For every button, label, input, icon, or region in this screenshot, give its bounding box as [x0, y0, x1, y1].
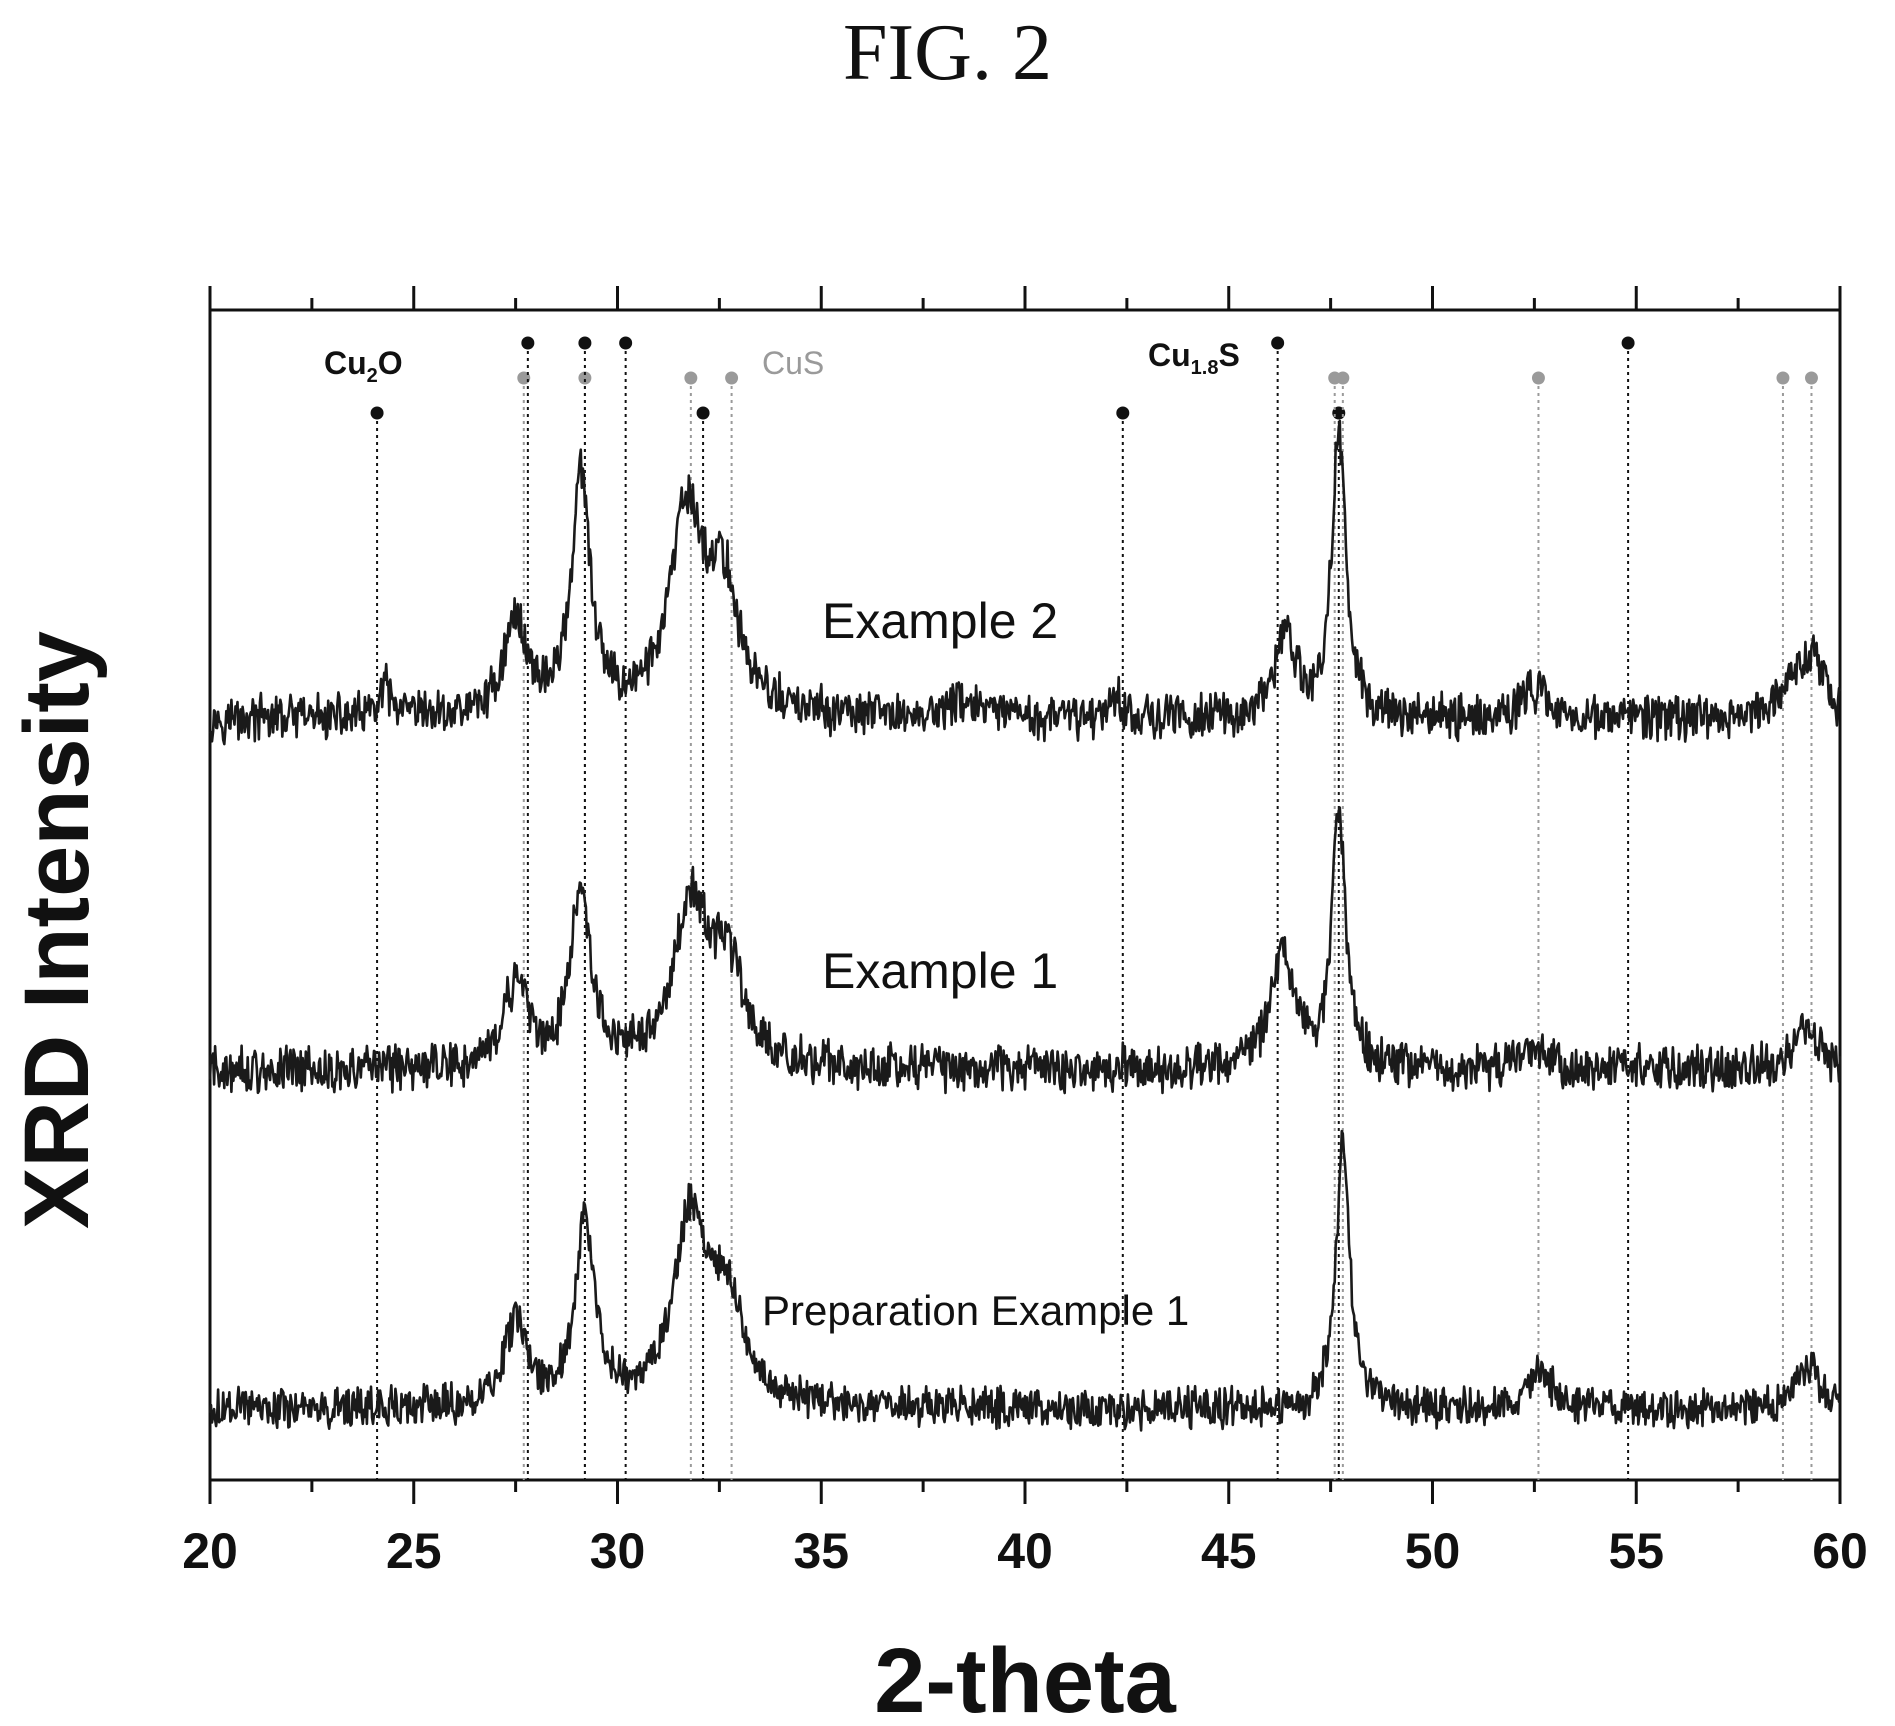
- reference-marker: [578, 371, 592, 385]
- reference-marker: [1336, 371, 1350, 385]
- reference-marker: [619, 336, 633, 350]
- x-tick-label: 25: [386, 1523, 442, 1579]
- reference-marker: [696, 406, 710, 420]
- x-axis-title: 2-theta: [874, 1630, 1176, 1726]
- series-label: Example 1: [822, 943, 1058, 999]
- series-label: Preparation Example 1: [762, 1287, 1189, 1334]
- x-tick-label: 50: [1405, 1523, 1461, 1579]
- phase-label: CuS: [762, 345, 824, 381]
- phase-label: Cu2O: [324, 345, 403, 387]
- series-line: [208, 1129, 1841, 1432]
- y-axis-title: XRD Intensity: [6, 631, 108, 1229]
- phase-labels: Cu2O CuS Cu1.8S: [324, 337, 1240, 387]
- series-line: [208, 806, 1842, 1095]
- reference-marker: [1776, 371, 1790, 385]
- series-line: [208, 419, 1842, 746]
- figure-title: FIG. 2: [843, 9, 1052, 97]
- reference-marker: [1804, 371, 1818, 385]
- reference-marker: [1271, 336, 1285, 350]
- reference-marker: [1621, 336, 1635, 350]
- reference-marker: [725, 371, 739, 385]
- x-axis: 20 25 30 35 40 45 50 55 60: [182, 286, 1868, 1579]
- reference-marker: [370, 406, 384, 420]
- reference-lines: [370, 336, 1818, 1480]
- reference-marker: [684, 371, 698, 385]
- x-tick-label: 55: [1608, 1523, 1664, 1579]
- x-tick-label: 45: [1201, 1523, 1257, 1579]
- reference-marker: [521, 336, 535, 350]
- series-labels: Example 2 Example 1 Preparation Example 1: [762, 593, 1189, 1334]
- series-label: Example 2: [822, 593, 1058, 649]
- x-tick-label: 35: [793, 1523, 849, 1579]
- reference-marker: [578, 336, 592, 350]
- x-tick-label: 60: [1812, 1523, 1868, 1579]
- reference-marker: [1116, 406, 1130, 420]
- x-tick-label: 40: [997, 1523, 1053, 1579]
- reference-marker: [1531, 371, 1545, 385]
- x-tick-label: 30: [590, 1523, 646, 1579]
- series-group: [208, 419, 1842, 1432]
- phase-label: Cu1.8S: [1148, 337, 1240, 379]
- x-tick-label: 20: [182, 1523, 238, 1579]
